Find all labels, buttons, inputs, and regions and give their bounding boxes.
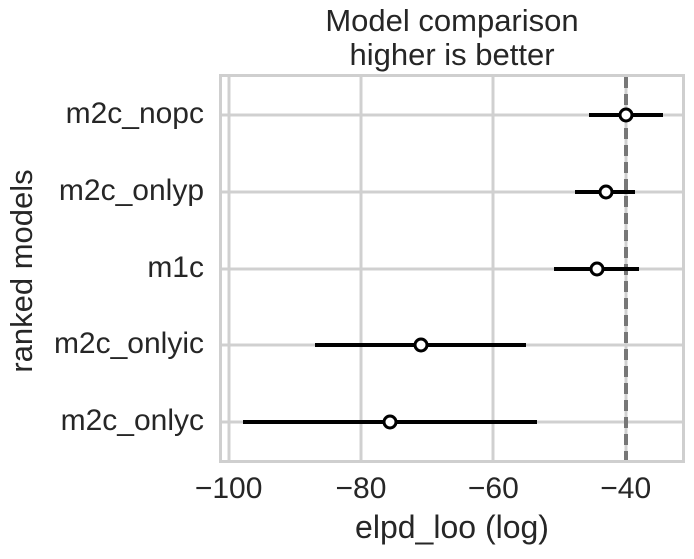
x-tick-label: −40: [600, 472, 652, 505]
point-estimate-marker: [598, 184, 614, 200]
y-tick-label: m2c_onlyp: [58, 173, 204, 207]
x-tick-label: −60: [467, 472, 519, 505]
plot-area: [219, 74, 685, 463]
point-estimate-marker: [589, 261, 605, 276]
chart-title-line1: Model comparison: [325, 3, 579, 38]
point-estimate-marker: [413, 337, 429, 353]
y-tick-labels: m2c_nopc m2c_onlyp m1c m2c_onlyic m2c_onlyc: [0, 77, 204, 460]
y-gridline: [222, 267, 682, 270]
x-tick-labels: −100 −80 −60 −40: [195, 472, 682, 507]
y-gridline: [222, 113, 682, 117]
plot-inner: [222, 77, 682, 460]
point-estimate-marker: [618, 107, 634, 123]
y-tick-label: m1c: [147, 250, 204, 284]
x-axis-label: elpd_loo (log): [355, 509, 549, 545]
y-tick-label: m2c_onlyc: [60, 403, 204, 437]
chart-title-line2: higher is better: [349, 37, 555, 72]
y-tick-label: m2c_onlyic: [53, 327, 204, 361]
point-estimate-marker: [382, 414, 398, 430]
x-tick-label: −100: [194, 472, 263, 505]
chart-title: Model comparison higher is better: [219, 4, 685, 72]
y-gridline: [222, 190, 682, 194]
y-tick-label: m2c_nopc: [65, 97, 204, 131]
x-tick-label: −80: [335, 472, 387, 505]
